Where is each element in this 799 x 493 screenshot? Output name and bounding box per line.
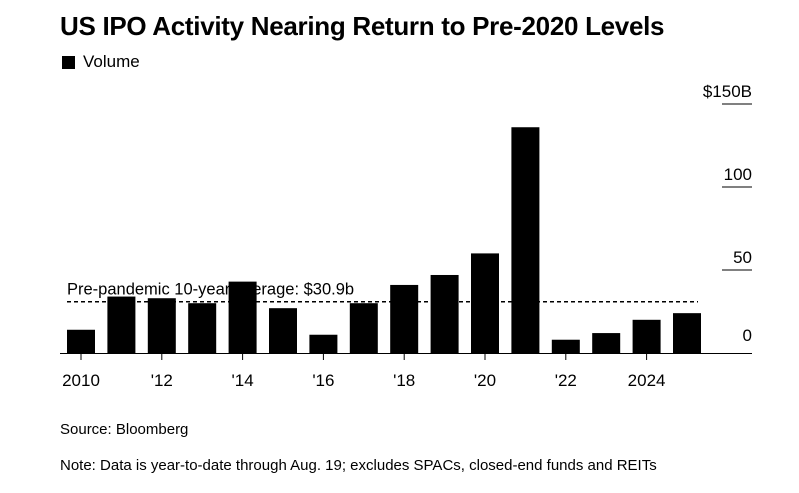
y-tick-label: 0 (743, 326, 752, 345)
bar (269, 308, 297, 353)
x-tick-label: '12 (151, 371, 173, 390)
bar (107, 296, 136, 353)
source-text: Source: Bloomberg (60, 421, 189, 438)
x-tick-label: 2010 (62, 371, 100, 390)
x-tick-label: '14 (232, 371, 254, 390)
x-tick-label: '22 (555, 371, 577, 390)
y-tick-label: $150B (703, 82, 752, 101)
x-tick-label: '18 (393, 371, 415, 390)
bar (390, 284, 419, 353)
x-tick-label: 2024 (628, 371, 666, 390)
bar (632, 319, 661, 353)
bar (147, 298, 176, 353)
legend-label: Volume (83, 52, 140, 71)
bar (67, 329, 95, 353)
legend: Volume (62, 52, 140, 72)
bar (349, 303, 378, 353)
bar-chart: 0 50 100 $150B 2010 '12 '14 '16 '18 '20 '22 2024 Pre… (60, 82, 752, 390)
chart-title: US IPO Activity Nearing Return to Pre-20… (60, 11, 665, 41)
y-tick-label: 50 (733, 248, 752, 267)
bar (673, 313, 701, 353)
x-tick-label: '16 (312, 371, 334, 390)
bar (309, 334, 338, 353)
note-text: Note: Data is year-to-date through Aug. … (60, 457, 657, 474)
bar (188, 303, 217, 353)
bar (551, 339, 580, 353)
bar (471, 253, 499, 353)
y-tick-label: 100 (724, 165, 752, 184)
bar (430, 274, 459, 353)
x-tick-label: '20 (474, 371, 496, 390)
legend-swatch (62, 55, 75, 69)
bar (228, 281, 257, 353)
bar (511, 127, 540, 354)
bar (592, 333, 621, 353)
reference-line-label: Pre-pandemic 10-year average: $30.9b (67, 281, 354, 299)
